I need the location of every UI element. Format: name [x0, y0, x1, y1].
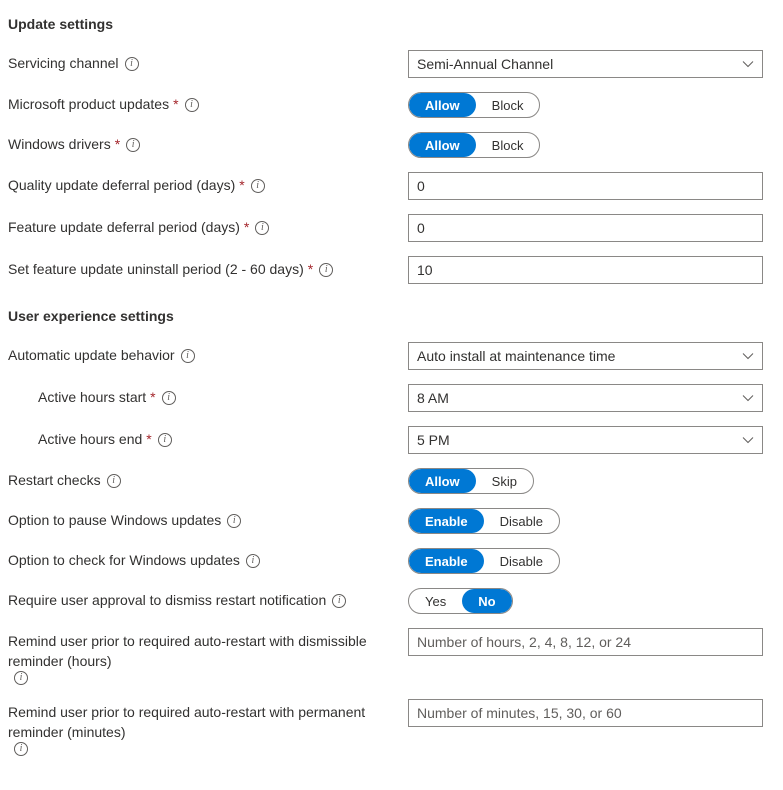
servicing-channel-label: Servicing channel	[8, 54, 119, 74]
uninstall-period-input[interactable]	[408, 256, 763, 284]
required-indicator: *	[173, 95, 178, 115]
skip-option[interactable]: Skip	[476, 469, 533, 493]
yes-option[interactable]: Yes	[409, 589, 462, 613]
info-icon[interactable]: i	[332, 594, 346, 608]
info-icon[interactable]: i	[185, 98, 199, 112]
servicing-channel-value: Semi-Annual Channel	[417, 56, 553, 72]
chevron-down-icon	[742, 434, 754, 446]
info-icon[interactable]: i	[158, 433, 172, 447]
auto-update-select[interactable]: Auto install at maintenance time	[408, 342, 763, 370]
required-indicator: *	[150, 388, 155, 408]
required-indicator: *	[239, 176, 244, 196]
active-hours-end-label: Active hours end	[38, 430, 142, 450]
active-hours-start-value: 8 AM	[417, 390, 449, 406]
feature-deferral-input[interactable]	[408, 214, 763, 242]
restart-checks-toggle[interactable]: Allow Skip	[408, 468, 534, 494]
check-updates-label: Option to check for Windows updates	[8, 551, 240, 571]
remind-hours-input[interactable]	[408, 628, 763, 656]
remind-minutes-input[interactable]	[408, 699, 763, 727]
info-icon[interactable]: i	[251, 179, 265, 193]
uninstall-period-label: Set feature update uninstall period (2 -…	[8, 260, 304, 280]
enable-option[interactable]: Enable	[409, 509, 484, 533]
quality-deferral-input[interactable]	[408, 172, 763, 200]
required-indicator: *	[115, 135, 120, 155]
chevron-down-icon	[742, 392, 754, 404]
info-icon[interactable]: i	[246, 554, 260, 568]
block-option[interactable]: Block	[476, 93, 540, 117]
windows-drivers-label: Windows drivers	[8, 135, 111, 155]
allow-option[interactable]: Allow	[409, 133, 476, 157]
info-icon[interactable]: i	[255, 221, 269, 235]
required-indicator: *	[146, 430, 151, 450]
required-indicator: *	[308, 260, 313, 280]
require-approval-toggle[interactable]: Yes No	[408, 588, 513, 614]
remind-hours-label: Remind user prior to required auto-resta…	[8, 632, 408, 671]
restart-checks-label: Restart checks	[8, 471, 101, 491]
chevron-down-icon	[742, 350, 754, 362]
disable-option[interactable]: Disable	[484, 509, 559, 533]
check-updates-toggle[interactable]: Enable Disable	[408, 548, 560, 574]
info-icon[interactable]: i	[14, 742, 28, 756]
disable-option[interactable]: Disable	[484, 549, 559, 573]
section-update-settings: Update settings	[8, 16, 775, 32]
auto-update-value: Auto install at maintenance time	[417, 348, 615, 364]
info-icon[interactable]: i	[107, 474, 121, 488]
active-hours-end-value: 5 PM	[417, 432, 450, 448]
allow-option[interactable]: Allow	[409, 93, 476, 117]
info-icon[interactable]: i	[227, 514, 241, 528]
info-icon[interactable]: i	[125, 57, 139, 71]
info-icon[interactable]: i	[162, 391, 176, 405]
section-user-experience: User experience settings	[8, 308, 775, 324]
active-hours-end-select[interactable]: 5 PM	[408, 426, 763, 454]
windows-drivers-toggle[interactable]: Allow Block	[408, 132, 540, 158]
active-hours-start-label: Active hours start	[38, 388, 146, 408]
info-icon[interactable]: i	[181, 349, 195, 363]
info-icon[interactable]: i	[14, 671, 28, 685]
servicing-channel-select[interactable]: Semi-Annual Channel	[408, 50, 763, 78]
no-option[interactable]: No	[462, 589, 511, 613]
active-hours-start-select[interactable]: 8 AM	[408, 384, 763, 412]
required-indicator: *	[244, 218, 249, 238]
feature-deferral-label: Feature update deferral period (days)	[8, 218, 240, 238]
pause-updates-toggle[interactable]: Enable Disable	[408, 508, 560, 534]
ms-product-updates-label: Microsoft product updates	[8, 95, 169, 115]
ms-product-updates-toggle[interactable]: Allow Block	[408, 92, 540, 118]
auto-update-label: Automatic update behavior	[8, 346, 175, 366]
enable-option[interactable]: Enable	[409, 549, 484, 573]
info-icon[interactable]: i	[126, 138, 140, 152]
remind-minutes-label: Remind user prior to required auto-resta…	[8, 703, 408, 742]
allow-option[interactable]: Allow	[409, 469, 476, 493]
chevron-down-icon	[742, 58, 754, 70]
require-approval-label: Require user approval to dismiss restart…	[8, 591, 326, 611]
block-option[interactable]: Block	[476, 133, 540, 157]
pause-updates-label: Option to pause Windows updates	[8, 511, 221, 531]
quality-deferral-label: Quality update deferral period (days)	[8, 176, 235, 196]
info-icon[interactable]: i	[319, 263, 333, 277]
